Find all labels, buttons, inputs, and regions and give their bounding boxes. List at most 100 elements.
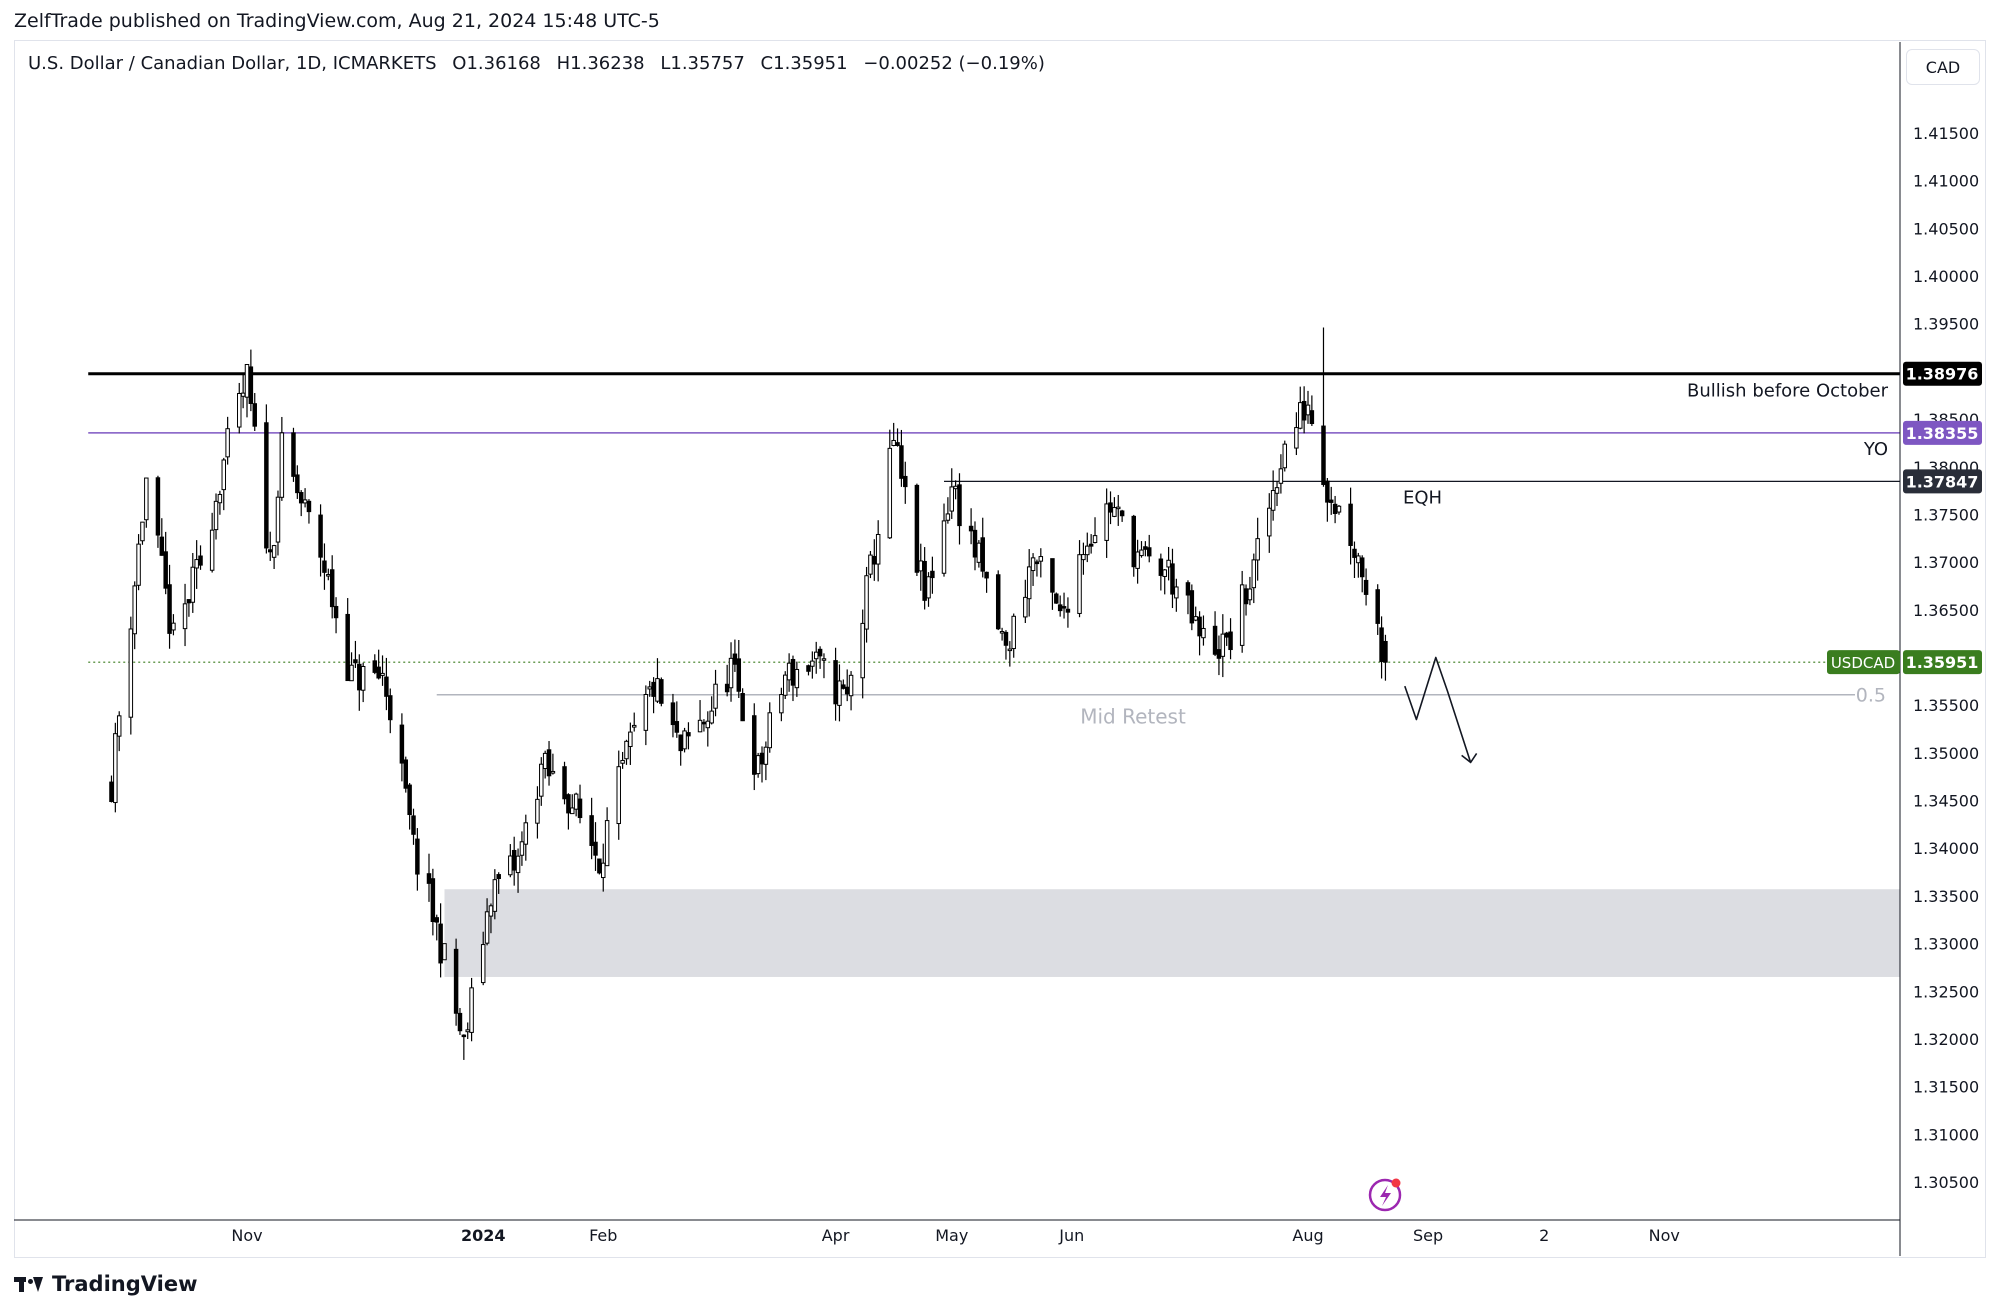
candle	[655, 658, 660, 704]
candle	[759, 746, 765, 783]
candle	[794, 661, 800, 697]
candle	[190, 552, 196, 613]
candle	[407, 783, 412, 830]
candle	[442, 943, 447, 961]
candle	[360, 662, 366, 703]
candle	[415, 828, 420, 891]
candle	[322, 543, 327, 590]
candle	[1092, 517, 1098, 544]
candle	[628, 722, 633, 765]
candle	[752, 703, 757, 791]
candle	[705, 711, 711, 747]
candle	[213, 493, 219, 540]
tradingview-logo-icon	[14, 1275, 44, 1293]
candle	[903, 461, 908, 504]
candle	[616, 750, 621, 840]
candle	[434, 914, 439, 941]
price-tick-label: 1.33000	[1913, 935, 1979, 954]
candle	[1309, 395, 1315, 426]
candle	[546, 741, 552, 786]
projection-path[interactable]	[1404, 656, 1472, 763]
time-tick-label: 2024	[461, 1226, 506, 1245]
candle	[1108, 491, 1113, 525]
candle	[674, 701, 680, 738]
candle	[1352, 541, 1357, 579]
candle	[1174, 578, 1179, 612]
candle	[918, 543, 924, 591]
candle	[508, 844, 513, 878]
candle	[298, 490, 304, 517]
candle	[1119, 509, 1125, 522]
candle	[333, 597, 339, 634]
candle	[566, 793, 571, 830]
candle	[1112, 497, 1117, 518]
candle	[670, 693, 676, 738]
candle	[976, 540, 982, 568]
candle	[1057, 595, 1063, 617]
candle	[926, 572, 931, 607]
time-tick-label: Sep	[1413, 1226, 1443, 1245]
candle	[182, 583, 188, 647]
candle	[1054, 592, 1059, 604]
candle	[604, 807, 610, 867]
candle	[1274, 481, 1280, 507]
candle	[1251, 553, 1257, 604]
price-tick-label: 1.34500	[1913, 792, 1979, 811]
candle	[999, 627, 1005, 641]
yearly-open-annotation: YO	[1863, 439, 1888, 460]
candle	[736, 639, 742, 698]
candle	[1030, 553, 1036, 586]
flash-icon[interactable]	[1368, 1178, 1402, 1212]
currency-button[interactable]: CAD	[1906, 49, 1980, 85]
symbol-legend: U.S. Dollar / Canadian Dollar, 1D, ICMAR…	[28, 53, 1055, 74]
candle	[453, 938, 459, 1026]
candle	[864, 566, 869, 643]
price-tick-label: 1.40000	[1913, 267, 1979, 286]
demand-zone[interactable]	[444, 889, 1901, 977]
price-tick-label: 1.34000	[1913, 839, 1979, 858]
candle	[895, 428, 900, 447]
candle	[186, 599, 192, 617]
candle	[523, 814, 529, 861]
time-tick-label: Nov	[231, 1226, 262, 1245]
price-tick-label: 1.32000	[1913, 1030, 1979, 1049]
candle	[302, 488, 308, 508]
candle	[140, 521, 145, 545]
candle	[132, 581, 137, 650]
price-tick-label: 1.37000	[1913, 553, 1979, 572]
tradingview-brand: TradingView	[52, 1272, 198, 1296]
candle	[682, 727, 687, 753]
candle	[1116, 494, 1121, 526]
candle	[779, 687, 784, 722]
candle	[1375, 584, 1380, 635]
candle	[841, 679, 846, 690]
resistance-price-tag-text: 1.38976	[1906, 365, 1979, 384]
candle	[1007, 641, 1013, 667]
candle	[806, 664, 811, 676]
resistance-price-tag[interactable]: 1.38976	[1903, 361, 1982, 386]
time-tick-label: May	[935, 1226, 968, 1245]
candle	[631, 712, 637, 732]
price-tick-label: 1.35000	[1913, 744, 1979, 763]
candle	[349, 652, 354, 682]
time-tick-label: Feb	[589, 1226, 617, 1245]
candle	[686, 722, 691, 750]
candle	[155, 475, 161, 548]
candle	[740, 688, 745, 722]
candle	[279, 416, 285, 501]
candle	[1131, 514, 1136, 577]
candle	[821, 653, 827, 679]
yearly-open-price-tag[interactable]: 1.38355	[1903, 420, 1982, 445]
candle	[837, 664, 842, 722]
candle	[388, 688, 393, 734]
eqh-price-tag[interactable]: 1.37847	[1903, 469, 1982, 494]
candle	[833, 647, 838, 721]
last-price-tag[interactable]: 1.35951	[1903, 650, 1982, 675]
mid-retest-annotation: Mid Retest	[1080, 705, 1186, 729]
price-tick-label: 1.41000	[1913, 172, 1979, 191]
candle	[1050, 558, 1055, 610]
tradingview-logo[interactable]: TradingView	[14, 1272, 197, 1296]
symbol-price-badge[interactable]: USDCAD	[1827, 650, 1900, 675]
candle	[1228, 618, 1233, 660]
